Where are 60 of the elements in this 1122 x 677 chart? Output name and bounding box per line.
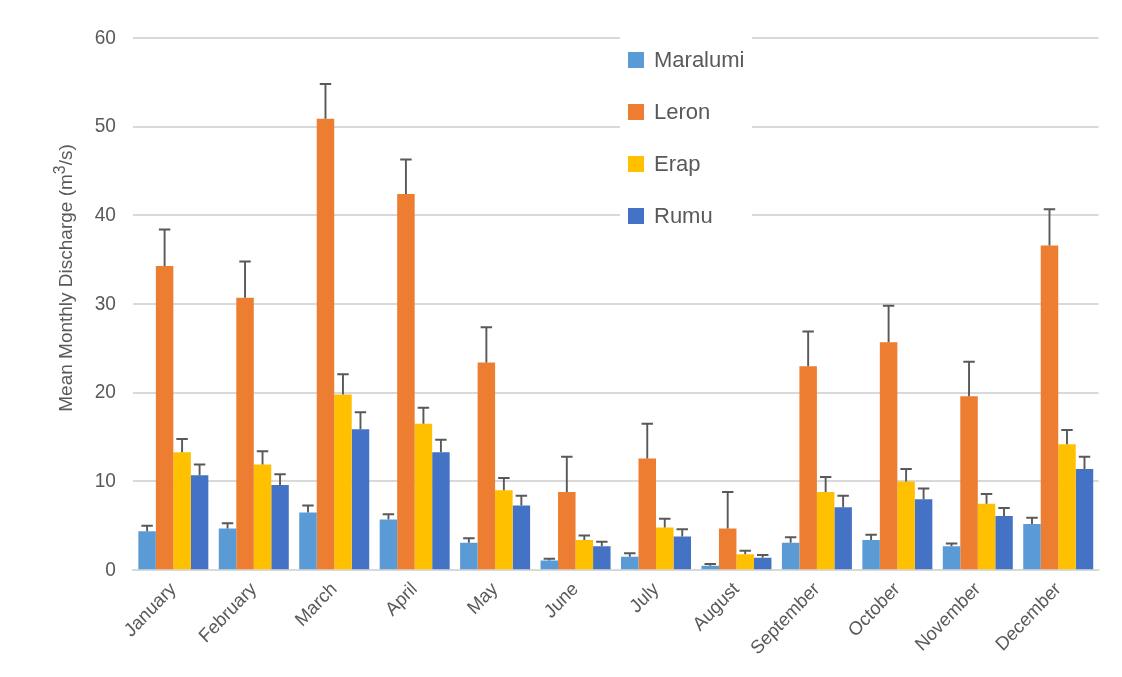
legend-label: Rumu	[653, 202, 714, 230]
bar	[673, 536, 691, 570]
bar	[621, 556, 639, 570]
bar	[753, 557, 772, 570]
bar	[155, 265, 174, 570]
bar	[656, 527, 674, 570]
bar	[540, 560, 559, 570]
y-tick-label: 60	[94, 25, 117, 48]
y-tick-label: 30	[94, 291, 117, 314]
bar	[495, 490, 513, 570]
bar	[316, 118, 335, 570]
bar	[718, 528, 737, 570]
legend-label: Leron	[653, 98, 712, 126]
bar	[477, 362, 496, 570]
y-tick-label: 10	[94, 468, 117, 492]
bar	[781, 542, 800, 570]
bar	[977, 503, 996, 570]
bar	[379, 519, 398, 570]
bar	[1040, 245, 1059, 570]
bar	[914, 499, 933, 570]
bar	[218, 528, 237, 570]
bar	[414, 423, 433, 570]
bar	[593, 546, 611, 570]
bar	[816, 492, 835, 570]
bar	[960, 396, 978, 570]
bar	[138, 531, 156, 570]
bar	[271, 485, 289, 570]
x-tick-label: May	[462, 577, 502, 619]
bar	[253, 464, 272, 570]
bar	[334, 394, 352, 570]
legend-label: Maralumi	[653, 46, 745, 74]
bar	[834, 507, 852, 570]
bar	[995, 516, 1013, 570]
bar	[512, 505, 531, 570]
bar	[736, 554, 754, 570]
bar	[173, 452, 191, 570]
bar	[236, 297, 254, 570]
bar	[799, 366, 817, 570]
y-tick-label: 40	[94, 202, 117, 225]
x-tick-label: July	[625, 577, 663, 617]
bar	[897, 481, 915, 570]
y-tick-label: 0	[105, 557, 117, 580]
y-tick-label: 50	[94, 113, 117, 137]
y-tick-label: 20	[94, 379, 117, 403]
bar	[460, 542, 478, 570]
bar	[1058, 444, 1076, 570]
bar	[1023, 524, 1041, 570]
bar	[397, 194, 415, 570]
bar	[942, 546, 961, 570]
bar	[190, 475, 209, 570]
legend-label: Erap	[653, 150, 702, 178]
bar	[1075, 469, 1094, 570]
bar	[558, 492, 576, 570]
bar	[638, 458, 657, 570]
bar	[575, 540, 594, 570]
bar	[351, 429, 370, 570]
bar	[432, 452, 450, 570]
bar	[879, 342, 898, 570]
bar	[862, 540, 880, 570]
bar	[299, 512, 317, 570]
